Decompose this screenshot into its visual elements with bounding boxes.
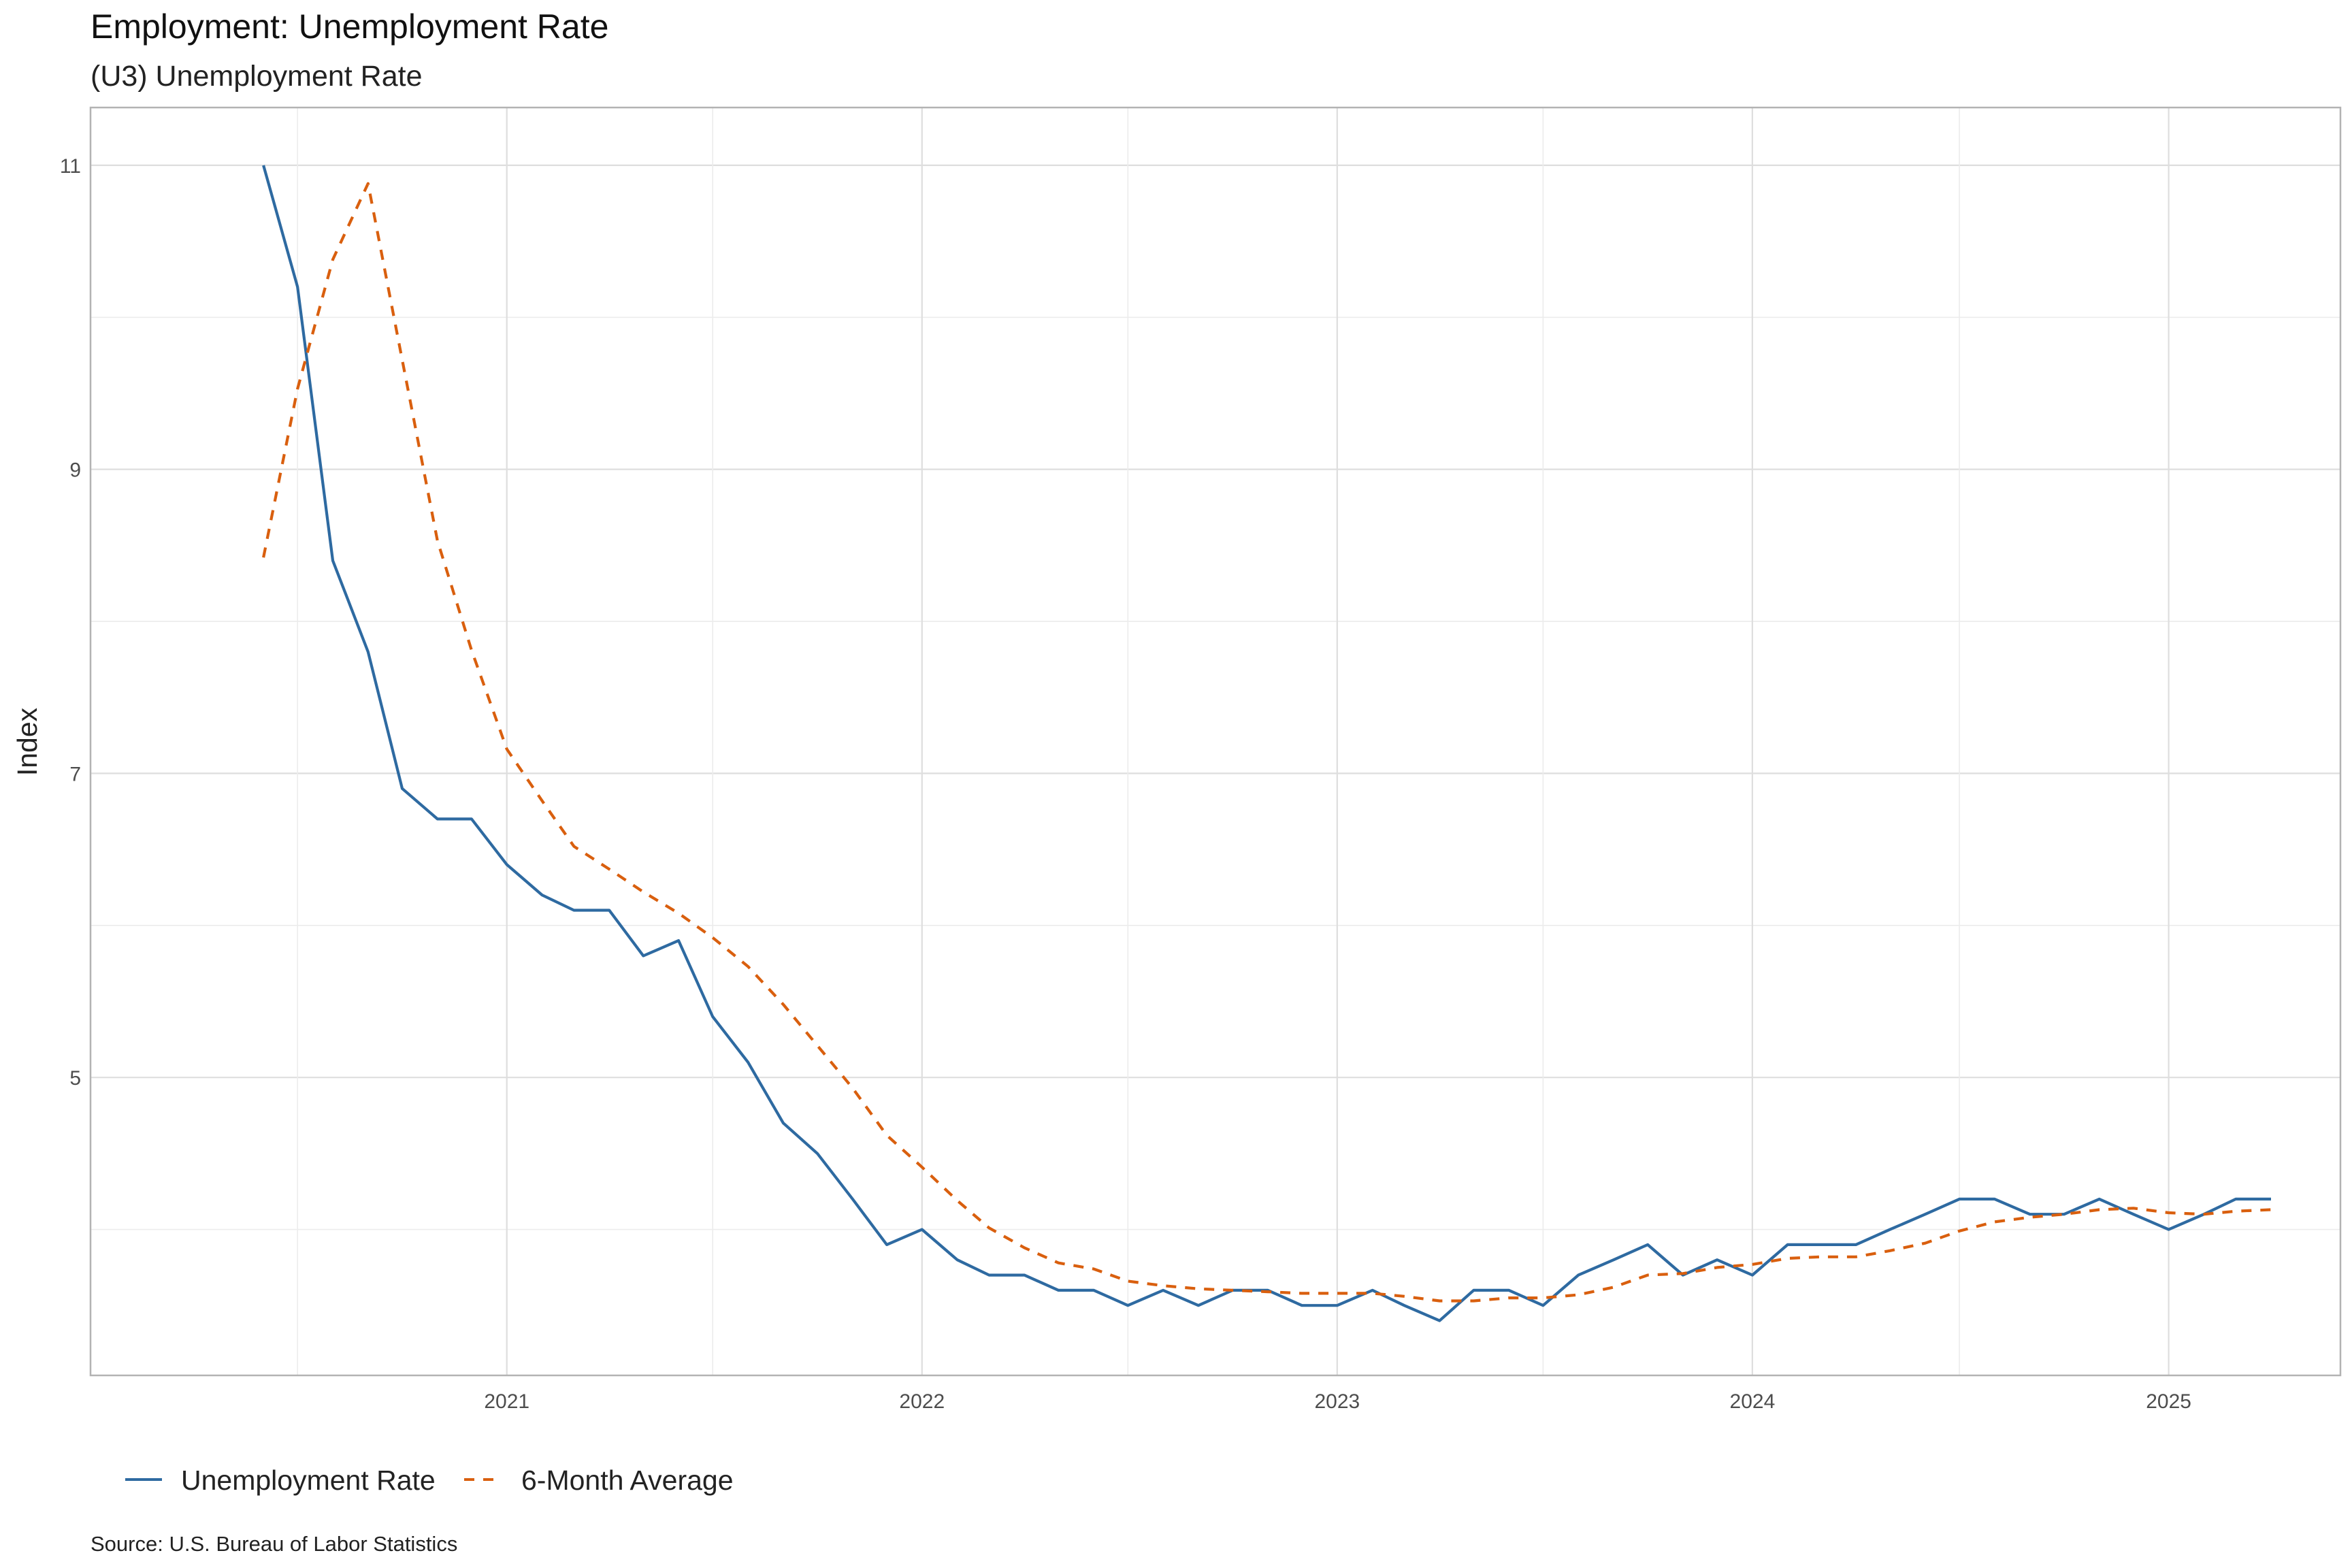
chart-subtitle: (U3) Unemployment Rate [91, 60, 423, 93]
chart-title: Employment: Unemployment Rate [91, 7, 608, 46]
legend-label-6-month-average: 6-Month Average [521, 1465, 734, 1496]
legend-item-6-month-average: 6-Month Average [464, 1465, 734, 1496]
y-tick-label: 9 [69, 459, 81, 482]
x-tick-label: 2022 [899, 1390, 945, 1413]
y-axis-title: Index [12, 707, 43, 776]
series-lines [262, 165, 2272, 1322]
x-tick-label: 2025 [2146, 1390, 2191, 1413]
x-tick-label: 2024 [1730, 1390, 1776, 1413]
x-axis: 2021 2022 2023 2024 2025 [484, 1390, 2191, 1413]
y-tick-label: 11 [60, 155, 81, 178]
y-tick-label: 5 [69, 1067, 81, 1090]
y-axis: 5 7 9 11 [60, 155, 81, 1090]
series-line-unemployment-rate [262, 165, 2271, 1322]
series-line-6-month-average [262, 182, 2272, 1303]
legend: Unemployment Rate 6-Month Average [125, 1465, 734, 1496]
plot-panel-border [89, 106, 2342, 1377]
legend-label-unemployment-rate: Unemployment Rate [181, 1465, 436, 1496]
y-tick-label: 7 [69, 763, 81, 785]
x-tick-label: 2021 [484, 1390, 529, 1413]
x-tick-label: 2023 [1314, 1390, 1360, 1413]
grid [91, 108, 2340, 1375]
source-caption: Source: U.S. Bureau of Labor Statistics [91, 1532, 457, 1556]
legend-item-unemployment-rate: Unemployment Rate [125, 1465, 436, 1496]
